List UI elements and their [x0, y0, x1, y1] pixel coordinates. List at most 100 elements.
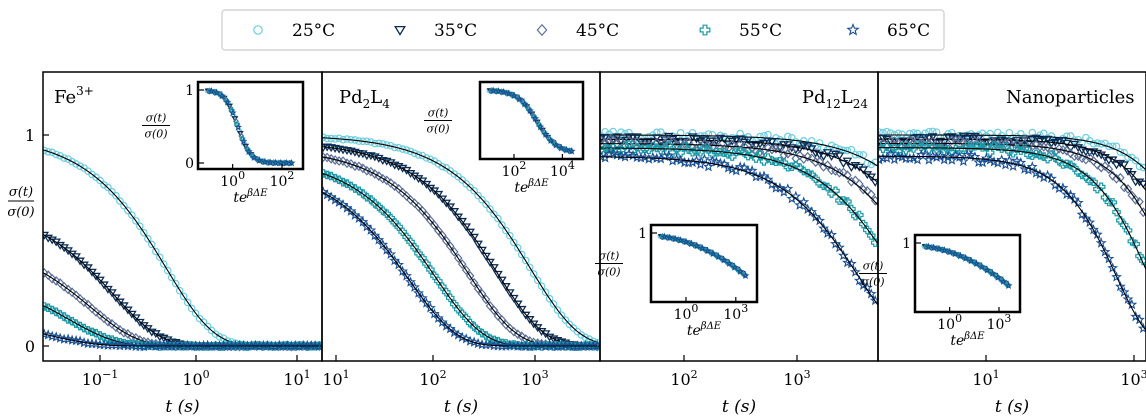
data-point [1053, 182, 1065, 194]
data-point [951, 135, 961, 146]
data-point [422, 154, 431, 162]
data-point [151, 247, 160, 256]
legend-marker-icon [253, 25, 263, 35]
fit-line [322, 146, 600, 347]
data-point [676, 129, 685, 137]
legend-marker-icon [536, 23, 548, 37]
data-point [890, 143, 899, 153]
plot-area [600, 127, 878, 306]
data-point [1062, 159, 1072, 169]
data-point [389, 254, 401, 266]
data-point [128, 211, 136, 219]
data-point [413, 175, 424, 184]
data-point [138, 340, 150, 352]
data-point [513, 244, 522, 252]
data-point [784, 132, 792, 141]
data-point [806, 145, 817, 154]
inset-ylabel-numerator: σ(t) [428, 107, 449, 120]
data-point [75, 257, 85, 266]
data-point [1020, 138, 1029, 149]
fit-line [600, 147, 878, 245]
data-point [620, 141, 630, 151]
data-point [823, 182, 832, 192]
data-point [83, 326, 93, 335]
data-point [505, 323, 515, 334]
x-tick-label: 101 [972, 368, 999, 389]
data-point [1089, 139, 1098, 148]
data-point [497, 314, 507, 325]
inset-data-point [567, 147, 576, 155]
data-point [481, 294, 491, 305]
data-point [600, 143, 610, 153]
data-point [774, 182, 786, 193]
data-point [532, 324, 543, 333]
data-point [269, 340, 281, 352]
data-point [823, 160, 832, 171]
data-point [481, 252, 491, 261]
data-point [393, 259, 405, 270]
data-point [525, 263, 534, 272]
data-point [358, 163, 368, 174]
inset-data-point [736, 267, 745, 275]
data-point [545, 294, 554, 303]
legend-frame [221, 9, 945, 51]
inset-y-tick-label: 1 [902, 236, 911, 252]
data-point [912, 154, 923, 165]
data-point [87, 268, 97, 277]
data-point [521, 256, 530, 265]
inset-data-point [562, 145, 571, 154]
data-point [1134, 178, 1145, 187]
data-point [385, 248, 397, 259]
inset-data-point [234, 123, 243, 131]
data-point [365, 224, 377, 235]
data-point [939, 146, 949, 156]
data-point [428, 307, 440, 319]
data-point [775, 143, 785, 154]
inset-y-label: σ(t) σ(0) [424, 107, 452, 136]
data-point [600, 137, 610, 148]
data-point [402, 146, 411, 154]
data-point [485, 334, 495, 343]
data-point [927, 133, 938, 142]
data-point [524, 316, 535, 325]
data-point [843, 170, 852, 181]
fit-line [322, 191, 600, 347]
data-point [1088, 224, 1099, 235]
data-point [1085, 152, 1095, 163]
data-point [997, 144, 1006, 153]
data-point [1100, 161, 1110, 172]
x-tick-label: 102 [419, 368, 446, 389]
data-point [866, 173, 877, 182]
legend-label: 25°C [292, 21, 335, 41]
plot-area [43, 146, 322, 352]
data-point [957, 155, 969, 166]
inset-y-tick-label: 1 [185, 83, 194, 99]
data-point [413, 287, 424, 298]
data-point [583, 340, 595, 351]
inset-data-point [546, 136, 555, 144]
data-point [1016, 146, 1026, 155]
data-point [119, 302, 129, 311]
data-point [986, 129, 994, 138]
data-point [68, 157, 76, 166]
data-point [1070, 151, 1079, 162]
inset-data-point [1004, 281, 1013, 290]
inset-data-point [698, 244, 707, 252]
data-point [982, 142, 991, 151]
data-point [1119, 161, 1130, 170]
legend-entry: 65°C [846, 21, 930, 41]
data-point [815, 139, 824, 147]
plot-area [322, 133, 600, 352]
inset-data-point [228, 108, 237, 117]
data-point [691, 135, 702, 144]
data-point [497, 276, 507, 285]
data-point [322, 169, 328, 178]
inset-x-tick-label: 100 [937, 312, 962, 333]
x-tick-label: 103 [1120, 368, 1146, 389]
inset-x-axis-label: teβΔE [233, 188, 268, 206]
panel-title: Pd2L4 [339, 87, 390, 111]
data-point [322, 133, 327, 142]
data-point [175, 286, 184, 295]
inset-x-tick-label: 103 [987, 312, 1012, 333]
